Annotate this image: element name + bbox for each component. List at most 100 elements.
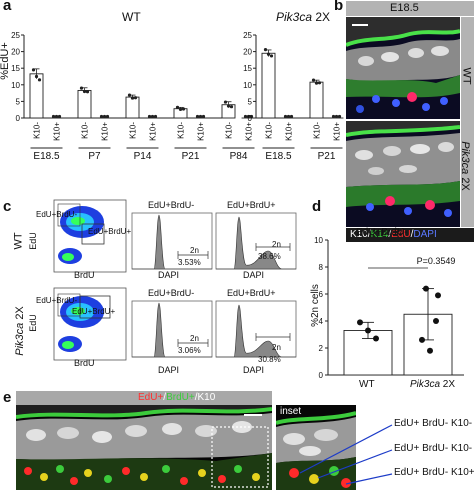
a-wt-point	[195, 114, 200, 119]
scatter-wt-gate1: EdU+BrdU-	[36, 210, 78, 219]
a-wt-point	[127, 93, 132, 97]
a-wt-group-label: P21	[182, 151, 200, 162]
a-pik-tick-label: 25	[243, 31, 252, 40]
a-pik-point	[317, 81, 322, 85]
a-pik-bar-label: K10+	[333, 122, 342, 141]
a-pik-point	[286, 114, 291, 119]
a-wt-point	[229, 105, 234, 109]
panel-b-side-bar	[461, 17, 474, 227]
panel-e-inset	[276, 405, 356, 490]
a-wt-tick-label: 25	[11, 31, 20, 40]
hist-pik-header1: EdU+BrdU-	[148, 288, 195, 298]
hist-pik-1-pct: 3.06%	[178, 346, 201, 355]
a-wt-point	[57, 114, 62, 119]
hist-pik-header2: EdU+BrdU+	[227, 288, 276, 298]
a-wt-bar-label: K10-	[177, 122, 186, 139]
a-wt-bar-label: K10+	[197, 122, 206, 141]
a-wt-point	[147, 114, 152, 119]
legend-item: EdU+	[138, 392, 164, 403]
scatter-wt-plot	[53, 199, 127, 273]
a-pik-bar-label: K10-	[265, 122, 274, 139]
a-wt-point	[133, 96, 138, 100]
scatter-pik-gate1: EdU+BrdU-	[36, 296, 78, 305]
panel-e-inset-label: inset	[280, 406, 302, 417]
panel-a-wt-title: WT	[122, 10, 141, 24]
a-wt-bar-label: K10+	[149, 122, 158, 141]
a-wt-tick-label: 20	[11, 48, 20, 57]
a-wt-tick-label: 10	[11, 81, 20, 90]
hist-pik-2-2n: 2n	[272, 343, 281, 352]
a-pik-tick-label: 0	[248, 114, 253, 123]
a-wt-point	[226, 104, 231, 108]
a-wt-group-label: P7	[88, 151, 101, 162]
legend-item: BrdU+	[166, 392, 195, 403]
d-point	[427, 347, 433, 354]
panel-a-chart: 0 5 10 15 20 25 K10- K10+ K10- K10+ K10- K10+ K10- K1…	[11, 31, 344, 162]
a-pik-bar-label: K10-	[313, 122, 322, 139]
a-wt-bar-label: K10-	[225, 122, 234, 139]
a-pik-point	[331, 114, 336, 119]
d-tick-label: 6	[319, 290, 324, 299]
a-wt-point	[130, 96, 135, 100]
a-wt-point	[150, 114, 155, 119]
legend-item: EdU	[391, 229, 411, 240]
a-wt-point	[243, 114, 248, 119]
a-wt-point	[79, 86, 84, 90]
panel-e-header-bar	[16, 391, 272, 405]
panel-e-legend: EdU+/BrdU+/K10	[138, 392, 215, 403]
legend-item: /	[367, 229, 371, 240]
a-pik-point	[334, 114, 339, 119]
a-wt-point	[34, 74, 39, 79]
d-point	[433, 318, 439, 324]
a-wt-bar-label: K10-	[33, 122, 42, 139]
d-tick-label: 8	[319, 263, 324, 272]
a-wt-point	[153, 114, 158, 119]
a-pik-point	[314, 81, 319, 85]
a-wt-point	[99, 114, 104, 119]
panel-d-letter: d	[312, 198, 322, 215]
legend-item: /	[194, 392, 198, 403]
a-pik-tick-label: 15	[243, 64, 252, 73]
scatter-pik-xlabel: BrdU	[74, 358, 95, 368]
a-wt-group-label: P14	[134, 151, 152, 162]
a-wt-point	[54, 114, 59, 119]
panel-a-pik-title: Pik3ca 2X	[276, 10, 330, 24]
a-wt-point	[82, 89, 87, 94]
a-pik-point	[263, 48, 268, 52]
a-pik-point	[269, 54, 274, 58]
hist-pik-1	[131, 300, 213, 358]
legend-item: /	[388, 229, 392, 240]
scatter-wt-xlabel: BrdU	[74, 270, 95, 280]
a-pik-tick-label: 10	[243, 81, 252, 90]
legend-item: K10	[197, 392, 216, 403]
a-pik-point	[289, 114, 294, 119]
d-point	[435, 292, 441, 299]
d-tick-label: 4	[319, 317, 324, 326]
hist-wt-header2: EdU+BrdU+	[227, 200, 276, 210]
panel-b-micrograph-wt	[346, 17, 460, 119]
a-wt-point	[105, 114, 110, 119]
a-wt-point	[175, 105, 180, 109]
d-point	[419, 336, 425, 343]
d-tick-label: 2	[319, 344, 324, 353]
d-pvalue: P=0.3549	[417, 256, 456, 266]
a-wt-point	[51, 114, 56, 119]
panel-b-letter: b	[334, 0, 344, 14]
panel-d-xlabel-pik: Pik3ca 2X	[410, 379, 455, 390]
a-wt-group-label: E18.5	[33, 151, 60, 162]
hist-wt-1-pct: 3.53%	[178, 258, 201, 267]
a-wt-point	[246, 114, 251, 119]
a-pik-group-label: E18.5	[265, 151, 292, 162]
d-pik-rest: 2X	[440, 379, 456, 390]
a-wt-bar-label: K10-	[129, 122, 138, 139]
a-pik-tick-label: 20	[243, 48, 252, 57]
legend-item: K14	[370, 229, 389, 240]
hist-wt-1-xlabel: DAPI	[158, 270, 180, 280]
hist-wt-2-pct: 38.6%	[258, 252, 281, 261]
a-wt-point	[249, 114, 254, 119]
d-pik-italic: Pik3ca	[410, 379, 441, 390]
pik-title-italic: Pik3ca	[276, 10, 313, 24]
a-wt-tick-label: 15	[11, 64, 20, 73]
